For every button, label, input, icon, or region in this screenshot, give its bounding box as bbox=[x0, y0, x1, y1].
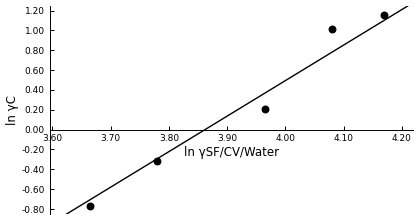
Y-axis label: ln γC: ln γC bbox=[5, 95, 18, 125]
Point bbox=[261, 107, 268, 110]
Point bbox=[328, 28, 335, 31]
Point bbox=[381, 14, 388, 17]
X-axis label: ln γSF/CV/Water: ln γSF/CV/Water bbox=[184, 146, 279, 159]
Point bbox=[87, 204, 94, 208]
Point bbox=[154, 160, 160, 163]
